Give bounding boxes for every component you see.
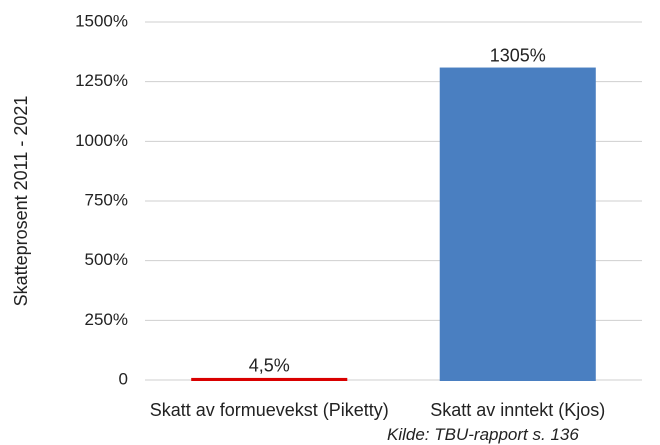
x-tick-label: Skatt av formuevekst (Piketty): [149, 400, 389, 420]
data-label: 1305%: [490, 45, 546, 65]
y-tick-label: 750%: [85, 190, 128, 209]
y-tick-label: 1250%: [75, 71, 128, 90]
y-axis-label: Skatteprosent 2011 - 2021: [11, 96, 31, 307]
data-label: 4,5%: [249, 356, 290, 376]
y-tick-label: 250%: [85, 310, 128, 329]
bar: [439, 67, 596, 381]
source-note: Kilde: TBU-rapport s. 136: [387, 425, 579, 444]
x-tick-label: Skatt av inntekt (Kjos): [430, 400, 606, 420]
y-tick-label: 1000%: [75, 131, 128, 150]
y-tick-label: 0: [119, 369, 128, 388]
y-tick-label: 1500%: [75, 11, 128, 30]
bar: [191, 377, 348, 381]
y-tick-label: 500%: [85, 250, 128, 269]
